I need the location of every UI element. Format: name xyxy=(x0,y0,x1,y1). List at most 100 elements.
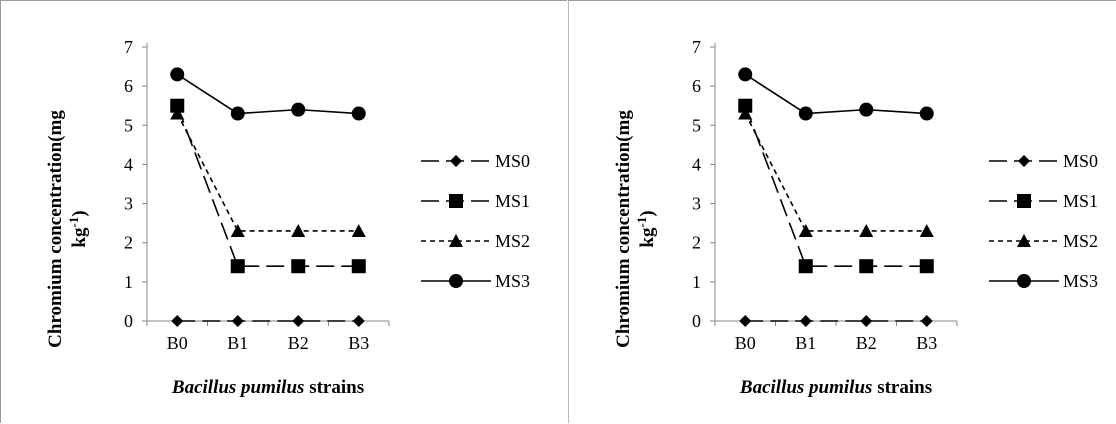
circle-marker xyxy=(291,102,306,117)
series-ms0 xyxy=(171,315,365,327)
triangle-marker xyxy=(798,223,813,237)
diamond-marker xyxy=(171,315,184,327)
y-tick-label: 2 xyxy=(124,233,133,253)
square-marker xyxy=(919,259,934,274)
y-tick-label: 5 xyxy=(692,115,701,135)
y-axis-title-line1: Chromium concentration(mg xyxy=(613,110,634,348)
legend-label: MS1 xyxy=(495,191,530,211)
circle-marker xyxy=(738,67,753,82)
y-tick-label: 0 xyxy=(124,311,133,331)
circle-marker xyxy=(919,106,934,121)
legend-label: MS3 xyxy=(495,271,530,291)
circle-marker xyxy=(798,106,813,121)
circle-marker xyxy=(859,102,874,117)
y-axis-title-line2: kg xyxy=(69,227,90,248)
legend-label: MS0 xyxy=(495,151,530,171)
y-axis-title-superscript: -1 xyxy=(66,217,81,228)
circle-marker xyxy=(1017,274,1031,288)
y-tick-label: 4 xyxy=(124,154,133,174)
legend-item-ms2: MS2 xyxy=(989,231,1098,251)
square-marker xyxy=(738,98,753,113)
square-marker xyxy=(230,259,245,274)
series-ms1 xyxy=(170,98,366,274)
square-marker xyxy=(291,259,306,274)
series-ms3 xyxy=(738,67,934,121)
x-tick-label: B1 xyxy=(795,333,816,353)
diamond-marker xyxy=(292,315,305,327)
triangle-marker xyxy=(1017,234,1031,247)
y-axis-title-tail: ) xyxy=(69,210,90,216)
legend-label: MS2 xyxy=(1063,231,1098,251)
y-tick-label: 3 xyxy=(692,194,701,214)
square-marker xyxy=(798,259,813,274)
y-axis-title-line1: Chromium concentration(mg xyxy=(45,110,66,348)
circle-marker xyxy=(230,106,245,121)
y-tick-label: 1 xyxy=(692,272,701,292)
triangle-marker xyxy=(738,106,753,120)
triangle-marker xyxy=(291,223,306,237)
diamond-marker xyxy=(739,315,752,327)
circle-marker xyxy=(449,274,463,288)
triangle-marker xyxy=(351,223,366,237)
y-tick-label: 3 xyxy=(124,194,133,214)
x-tick-label: B0 xyxy=(735,333,756,353)
series-line xyxy=(744,73,927,115)
series-line xyxy=(176,105,359,268)
y-tick-label: 0 xyxy=(692,311,701,331)
series-line xyxy=(744,105,927,268)
y-tick-label: 6 xyxy=(124,76,133,96)
chart-panel-left: 0 1 2 3 4 5 6 7 B0 B1 B2 B3 MS0 MS1 MS2 MS3 Chromium con… xyxy=(0,0,567,423)
legend-label: MS0 xyxy=(1063,151,1098,171)
triangle-marker xyxy=(919,223,934,237)
legend-item-ms1: MS1 xyxy=(989,191,1098,211)
diamond-marker xyxy=(920,315,933,327)
legend-item-ms2: MS2 xyxy=(421,231,530,251)
x-axis-title-italic: Bacillus pumilus xyxy=(739,377,873,398)
x-tick-label: B3 xyxy=(916,333,937,353)
y-tick-label: 7 xyxy=(124,37,133,57)
triangle-marker xyxy=(230,223,245,237)
y-tick-label: 5 xyxy=(124,115,133,135)
circle-marker xyxy=(170,67,185,82)
x-tick-label: B2 xyxy=(288,333,309,353)
line-chart-right: 0 1 2 3 4 5 6 7 B0 B1 B2 B3 MS0 MS1 MS2 MS3 Chromium con… xyxy=(613,37,1098,398)
x-tick-label: B2 xyxy=(856,333,877,353)
series-ms0 xyxy=(739,315,933,327)
y-axis-title-superscript: -1 xyxy=(634,217,649,228)
series-ms2 xyxy=(738,106,934,237)
square-marker xyxy=(449,194,463,208)
legend-item-ms0: MS0 xyxy=(421,151,530,171)
x-axis-title-rest: strains xyxy=(872,377,932,398)
y-tick-label: 1 xyxy=(124,272,133,292)
legend-item-ms3: MS3 xyxy=(421,271,530,291)
x-axis-title-rest: strains xyxy=(304,377,364,398)
y-tick-label: 2 xyxy=(692,233,701,253)
x-tick-label: B3 xyxy=(348,333,369,353)
series-ms1 xyxy=(738,98,934,274)
chart-panel-right: 0 1 2 3 4 5 6 7 B0 B1 B2 B3 MS0 MS1 MS2 MS3 Chromium con… xyxy=(568,0,1116,423)
series-line xyxy=(744,113,927,232)
legend-item-ms1: MS1 xyxy=(421,191,530,211)
legend-item-ms3: MS3 xyxy=(989,271,1098,291)
x-axis-title: Bacillus pumilus strains xyxy=(171,377,364,398)
x-axis-title-italic: Bacillus pumilus xyxy=(171,377,305,398)
diamond-marker xyxy=(1018,155,1030,167)
triangle-marker xyxy=(170,106,185,120)
diamond-marker xyxy=(799,315,812,327)
y-axis-title: Chromium concentration(mg kg-1) xyxy=(45,110,90,348)
y-tick-label: 6 xyxy=(692,76,701,96)
x-tick-label: B1 xyxy=(227,333,248,353)
x-axis-title: Bacillus pumilus strains xyxy=(739,377,932,398)
triangle-marker xyxy=(859,223,874,237)
square-marker xyxy=(1017,194,1031,208)
y-axis-title-line2: kg xyxy=(637,227,658,248)
diamond-marker xyxy=(352,315,365,327)
legend-label: MS3 xyxy=(1063,271,1098,291)
y-axis-title: Chromium concentration(mg kg-1) xyxy=(613,110,658,348)
line-chart-left: 0 1 2 3 4 5 6 7 B0 B1 B2 B3 MS0 MS1 MS2 MS3 Chromium con… xyxy=(45,37,530,398)
series-ms3 xyxy=(170,67,366,121)
square-marker xyxy=(351,259,366,274)
y-tick-label: 7 xyxy=(692,37,701,57)
square-marker xyxy=(859,259,874,274)
x-tick-label: B0 xyxy=(167,333,188,353)
